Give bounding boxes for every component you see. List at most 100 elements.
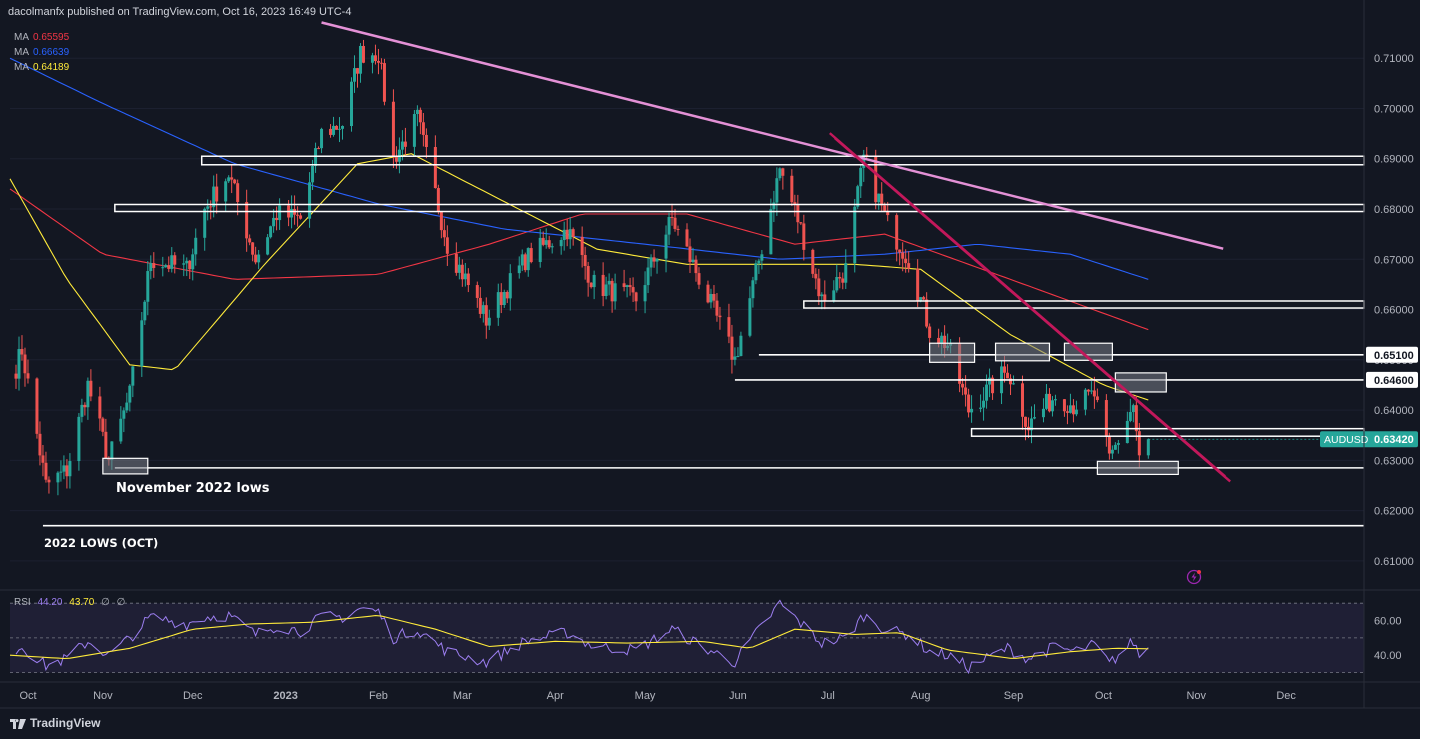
moving-average-line (9, 188, 1149, 331)
candle-body (56, 472, 60, 483)
ma-legend: MA 0.65595 MA 0.66639 MA 0.64189 (14, 30, 69, 75)
time-tick-label: Oct (19, 690, 36, 702)
rsi-label: RSI (14, 597, 31, 608)
candle-body (904, 258, 908, 264)
candle-body (832, 290, 836, 301)
candle-body (475, 285, 479, 298)
candle-body (691, 259, 695, 263)
candle-body (143, 301, 147, 321)
candle-body (26, 373, 30, 379)
candle-body (580, 236, 584, 255)
candle-body (970, 408, 974, 413)
candle-body (877, 193, 881, 203)
candle-body (308, 182, 312, 219)
candle-body (565, 229, 569, 240)
candle-body (361, 45, 365, 63)
candle-body (502, 291, 506, 306)
time-tick-label: Jul (821, 690, 835, 702)
candle-body (736, 355, 740, 357)
price-level-badge-text: 0.64600 (1374, 375, 1414, 387)
candle-body (715, 300, 719, 316)
candle-body (173, 255, 177, 265)
candle-body (62, 465, 66, 472)
candle-body (940, 335, 944, 344)
candle-body (194, 237, 198, 255)
candle-body (592, 274, 596, 288)
candle-body (922, 297, 926, 300)
candle-body (541, 237, 545, 245)
candle-body (149, 263, 153, 272)
trendline-channel-lower (833, 137, 1231, 483)
trendline-long (321, 21, 1224, 250)
candle-body (676, 228, 680, 230)
tradingview-logo-icon (10, 718, 26, 729)
price-tick-label: 0.62000 (1374, 506, 1414, 518)
candle-body (748, 298, 752, 336)
candle-body (1086, 389, 1090, 392)
ma-legend-row-3[interactable]: MA 0.64189 (14, 60, 69, 75)
candle-body (853, 206, 857, 264)
candle-body (170, 255, 174, 269)
time-tick-label: Oct (1095, 690, 1112, 702)
zone-box (994, 342, 1051, 362)
candle-body (433, 147, 437, 189)
candle-body (625, 285, 629, 288)
candle-body (811, 249, 815, 274)
price-level-badge (1366, 346, 1418, 363)
candle-body (898, 249, 902, 253)
candle-body (550, 246, 554, 248)
candle-body (754, 263, 758, 281)
candle-body (1009, 378, 1013, 385)
candle-body (709, 293, 713, 303)
candle-body (80, 404, 84, 417)
candle-body (874, 156, 878, 203)
candle-body (484, 305, 488, 326)
rsi-legend[interactable]: RSI 44.20 43.70 ∅ ∅ (14, 597, 129, 608)
lightning-icon[interactable] (1186, 569, 1202, 585)
ma-legend-row-2[interactable]: MA 0.66639 (14, 45, 69, 60)
price-level-badge-text: 0.65100 (1374, 350, 1414, 362)
candle-body (712, 293, 716, 301)
candle-body (296, 214, 300, 216)
candle-body (89, 380, 93, 397)
candle-body (1128, 412, 1132, 421)
candle-body (152, 263, 156, 268)
rsi-band (10, 603, 1364, 673)
candle-body (622, 283, 626, 288)
candle-body (59, 471, 63, 473)
candle-body (341, 126, 345, 129)
candle-body (161, 267, 165, 269)
candle-body (439, 211, 443, 231)
candle-body (901, 252, 905, 259)
candle-body (916, 268, 920, 301)
candle-body (338, 128, 342, 130)
candle-body (631, 287, 635, 293)
candle-body (733, 356, 737, 360)
candle-body (403, 141, 407, 147)
candle-body (793, 202, 797, 205)
candle-body (652, 257, 656, 262)
ma-label: MA (14, 47, 29, 58)
time-tick-label: Mar (453, 690, 472, 702)
candle-body (835, 277, 839, 291)
candle-body (1047, 393, 1051, 412)
candle-body (230, 177, 234, 180)
candle-body (628, 285, 632, 288)
candle-body (886, 210, 890, 216)
candle-body (559, 240, 563, 247)
footer-brand[interactable]: TradingView (10, 716, 100, 730)
ma-legend-row-1[interactable]: MA 0.65595 (14, 30, 69, 45)
candle-body (634, 292, 638, 302)
candle-body (1089, 390, 1093, 392)
candle-body (227, 177, 231, 182)
candle-body (667, 217, 671, 235)
candle-body (613, 283, 617, 302)
candle-body (436, 188, 440, 212)
candle-body (664, 234, 668, 259)
candle-body (415, 109, 419, 115)
candle-body (496, 292, 500, 318)
candle-body (466, 273, 470, 286)
candle-body (697, 273, 701, 285)
